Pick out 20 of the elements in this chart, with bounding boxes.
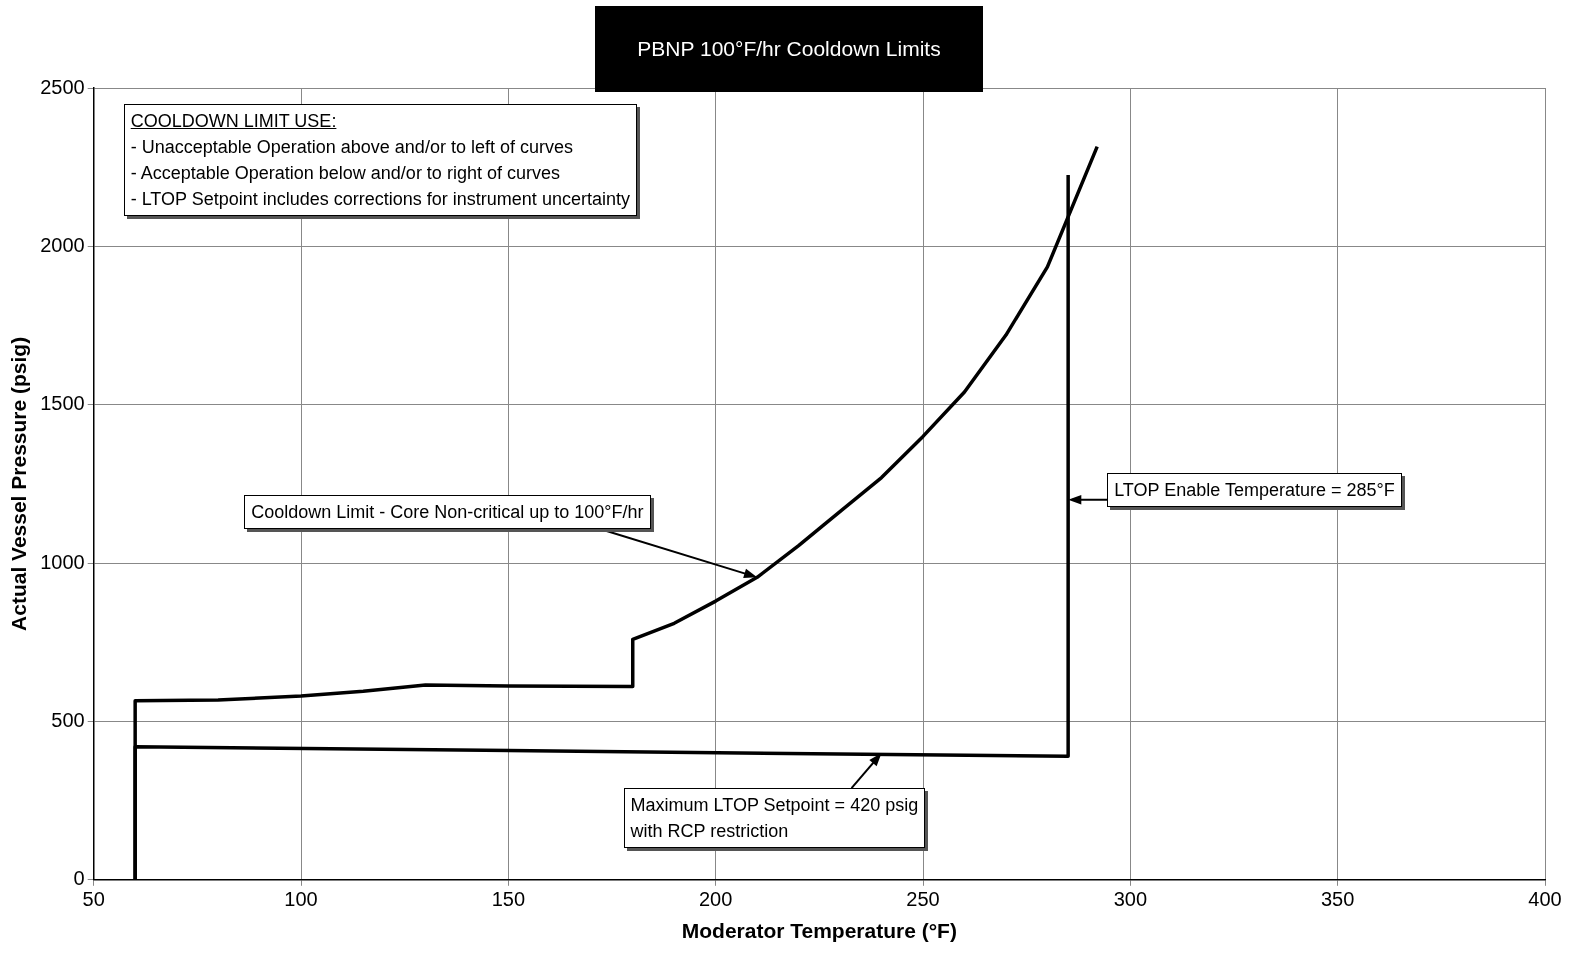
y-tick-label: 2500 <box>40 75 85 98</box>
x-tick-label: 350 <box>1320 888 1355 911</box>
x-tick-label: 400 <box>1528 888 1562 911</box>
y-tick-label: 2000 <box>40 233 85 256</box>
annotation: COOLDOWN LIMIT USE: - Unacceptable Operation above and/or to left of curves - Acceptable Operation below and/or to right of curves - LTOP Setpoint includes corrections for instrument uncertainty <box>130 111 630 210</box>
annotation: Cooldown Limit - Core Non-critical up to 100°F/hr <box>251 502 644 523</box>
y-axis-title: Actual Vessel Pressure (psig) <box>7 336 31 631</box>
x-tick-label: 150 <box>491 888 526 911</box>
y-tick-label: 1500 <box>40 392 85 415</box>
x-axis-title: Moderator Temperature (°F) <box>681 919 957 943</box>
x-tick-label: 250 <box>906 888 940 911</box>
x-tick-label: 50 <box>82 888 105 911</box>
x-tick-label: 200 <box>698 888 733 911</box>
y-tick-label: 500 <box>51 708 85 731</box>
x-tick-label: 300 <box>1113 888 1148 911</box>
x-tick-label: 100 <box>284 888 318 911</box>
annotation: LTOP Enable Temperature = 285°F <box>1114 479 1395 500</box>
y-tick-label: 0 <box>73 867 85 890</box>
annotation: Maximum LTOP Setpoint = 420 psig with RCP restriction <box>630 795 919 842</box>
y-tick-label: 1000 <box>40 550 85 573</box>
